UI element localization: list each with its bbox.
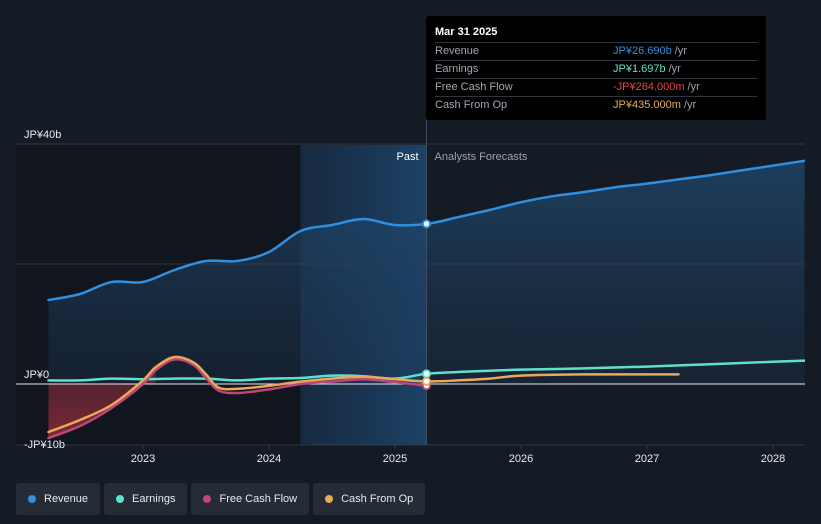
legend-label: Revenue <box>44 493 89 505</box>
tooltip-unit: /yr <box>683 99 697 111</box>
legend-dot-icon <box>116 495 125 503</box>
legend-label: Earnings <box>132 493 176 505</box>
tooltip-value: JP¥26.690b <box>613 45 672 57</box>
legend-label: Cash From Op <box>341 493 414 505</box>
marker-cash-from-op <box>421 376 431 386</box>
series-line-free-cash-flow <box>47 357 428 440</box>
past-label: Past <box>396 151 418 163</box>
tooltip-value: JP¥435.000m <box>613 99 681 111</box>
x-tick-label: 2023 <box>131 453 155 465</box>
legend-dot-icon <box>28 495 36 503</box>
x-tick-label: 2025 <box>383 453 407 465</box>
legend-label: Free Cash Flow <box>219 493 298 505</box>
legend-item-revenue[interactable]: Revenue <box>16 483 101 515</box>
x-tick-label: 2028 <box>761 453 785 465</box>
tooltip-label: Earnings <box>435 63 479 75</box>
tooltip-label: Cash From Op <box>435 99 508 111</box>
tooltip-row-revenue: Revenue JP¥26.690b /yr <box>435 42 757 60</box>
tooltip-row-earnings: Earnings JP¥1.697b /yr <box>435 60 757 78</box>
tooltip-date: Mar 31 2025 <box>435 26 498 38</box>
legend-item-free-cash-flow[interactable]: Free Cash Flow <box>191 483 310 515</box>
tooltip-label: Free Cash Flow <box>435 81 513 93</box>
tooltip: Mar 31 2025 Revenue JP¥26.690b /yr Earni… <box>426 16 766 120</box>
series-line-cash-from-op <box>47 355 680 434</box>
legend-item-earnings[interactable]: Earnings <box>104 483 188 515</box>
y-axis-label: JP¥40b <box>24 129 61 141</box>
tooltip-row-free-cash-flow: Free Cash Flow -JP¥264.000m /yr <box>435 78 757 96</box>
tooltip-unit: /yr <box>687 81 700 93</box>
tooltip-label: Revenue <box>435 45 480 57</box>
tooltip-unit: /yr <box>674 45 687 57</box>
tooltip-value: -JP¥264.000m <box>613 81 685 93</box>
tooltip-value: JP¥1.697b <box>613 63 666 75</box>
legend-dot-icon <box>203 495 212 503</box>
x-tick-label: 2027 <box>635 453 659 465</box>
tooltip-row-cash-from-op: Cash From Op JP¥435.000m /yr <box>435 96 757 114</box>
x-tick-label: 2026 <box>509 453 533 465</box>
y-axis-label: JP¥0 <box>24 369 49 381</box>
y-axis-label: -JP¥10b <box>24 439 65 451</box>
tooltip-unit: /yr <box>668 63 681 75</box>
legend: Revenue Earnings Free Cash Flow Cash Fro… <box>16 483 426 515</box>
forecast-label: Analysts Forecasts <box>435 151 528 163</box>
marker-earnings <box>421 369 431 379</box>
legend-item-cash-from-op[interactable]: Cash From Op <box>313 483 426 515</box>
marker-revenue <box>421 219 431 229</box>
x-tick-label: 2024 <box>257 453 281 465</box>
legend-dot-icon <box>325 495 334 503</box>
